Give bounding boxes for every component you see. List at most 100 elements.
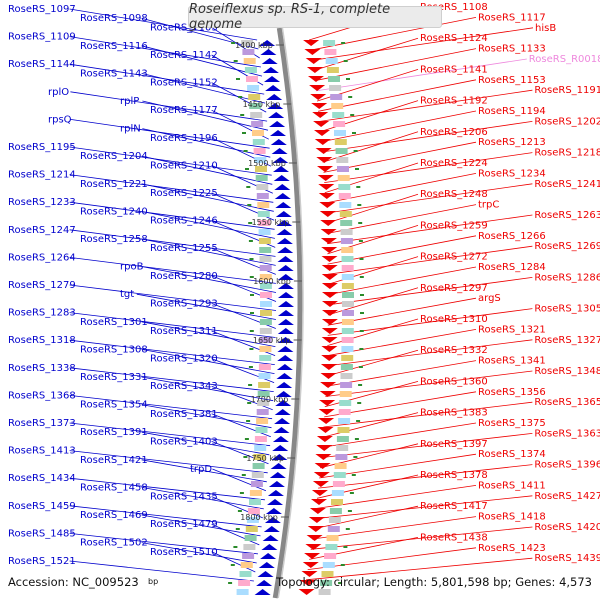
- left-gene-label: RoseRS_1485: [8, 528, 76, 539]
- feature-block: [258, 364, 271, 370]
- left-connector: [141, 431, 270, 456]
- right-gene-label: RoseRS_1269: [534, 241, 600, 252]
- left-connector: [141, 45, 263, 77]
- right-gene-label: RoseRS_1327: [534, 335, 600, 346]
- left-gene-label: RoseRS_1373: [8, 418, 76, 429]
- right-connector: [312, 516, 477, 540]
- right-gene-label: RoseRS_1332: [420, 345, 488, 356]
- forward-feature: [276, 364, 293, 370]
- reverse-feature: [311, 103, 328, 109]
- left-gene-label: RoseRS_1280: [150, 271, 218, 282]
- feature-block: [341, 256, 354, 262]
- reverse-feature: [298, 589, 315, 595]
- track-dash: [355, 168, 359, 170]
- track-dash: [247, 204, 252, 206]
- left-gene-label: RoseRS_1196: [150, 133, 218, 144]
- track-dash: [247, 402, 252, 404]
- forward-feature: [264, 517, 281, 523]
- left-gene-label: RoseRS_1343: [150, 381, 218, 392]
- track-dash: [358, 222, 363, 224]
- reverse-feature: [316, 157, 333, 163]
- feature-block: [241, 40, 254, 46]
- feature-block: [325, 544, 338, 550]
- forward-feature: [257, 571, 274, 577]
- left-gene-label: RoseRS_1421: [80, 455, 148, 466]
- left-connector: [69, 395, 273, 420]
- track-dash: [347, 510, 352, 512]
- left-connector: [141, 487, 264, 510]
- feature-block: [333, 121, 346, 127]
- track-dash: [243, 150, 248, 152]
- reverse-feature: [305, 58, 322, 64]
- reverse-feature: [300, 580, 317, 586]
- right-gene-label: RoseRS_1263: [534, 210, 600, 221]
- reverse-feature: [312, 481, 329, 487]
- feature-block: [341, 274, 354, 280]
- right-gene-label: RoseRS_1141: [420, 64, 488, 75]
- right-connector: [322, 412, 419, 438]
- right-connector: [324, 381, 419, 408]
- right-connector: [310, 526, 533, 550]
- feature-block: [257, 400, 270, 406]
- reverse-feature: [314, 139, 331, 145]
- reverse-feature: [321, 247, 338, 253]
- right-gene-label: RoseRS_1117: [478, 12, 546, 23]
- left-gene-label: RoseRS_1204: [80, 151, 148, 162]
- left-gene-label: RoseRS_1308: [80, 344, 148, 355]
- track-dash: [350, 114, 355, 116]
- reverse-feature: [321, 328, 338, 334]
- forward-feature: [267, 499, 283, 505]
- track-dash: [359, 276, 364, 278]
- right-connector: [307, 547, 477, 570]
- right-connector: [315, 58, 527, 92]
- feature-block: [323, 40, 336, 46]
- feature-block: [259, 355, 272, 361]
- right-connector: [314, 48, 477, 82]
- feature-block: [338, 409, 351, 415]
- right-connector: [313, 505, 419, 530]
- feature-block: [340, 229, 353, 235]
- right-gene-label: RoseRS_1108: [420, 2, 488, 13]
- feature-block: [259, 265, 272, 271]
- feature-block: [260, 301, 272, 307]
- reverse-feature: [320, 229, 337, 235]
- feature-block: [342, 310, 354, 316]
- forward-feature: [278, 292, 294, 298]
- feature-block: [341, 247, 354, 253]
- right-connector: [326, 339, 533, 367]
- track-dash: [243, 456, 248, 458]
- left-connector: [69, 450, 268, 474]
- reverse-feature: [317, 166, 333, 172]
- left-connector: [141, 211, 275, 239]
- left-gene-label: RoseRS_1247: [8, 225, 76, 236]
- right-connector: [326, 193, 419, 224]
- feature-block: [258, 373, 271, 379]
- left-gene-label: RoseRS_1510: [150, 547, 218, 558]
- track-dash: [241, 474, 246, 476]
- track-dash: [359, 258, 364, 260]
- feature-block: [260, 292, 272, 298]
- left-gene-label: trpD: [190, 464, 212, 475]
- left-gene-label: RoseRS_1479: [150, 519, 218, 530]
- left-connector: [69, 146, 272, 176]
- feature-block: [337, 427, 350, 433]
- right-gene-label: trpC: [478, 200, 499, 211]
- right-connector: [323, 401, 533, 428]
- track-dash: [230, 564, 235, 566]
- feature-block: [324, 49, 337, 55]
- left-gene-label: RoseRS_1368: [8, 390, 76, 401]
- left-connector: [141, 542, 257, 564]
- forward-feature: [277, 265, 294, 271]
- feature-block: [247, 508, 260, 514]
- feature-block: [322, 562, 335, 568]
- forward-feature: [276, 238, 293, 244]
- feature-block: [331, 103, 344, 109]
- feature-block: [326, 535, 339, 541]
- feature-block: [243, 58, 256, 64]
- feature-block: [236, 589, 249, 595]
- left-gene-label: RoseRS_1502: [80, 538, 148, 549]
- right-gene-label: RoseRS_1363: [534, 428, 600, 439]
- feature-block: [257, 202, 270, 208]
- right-connector: [314, 495, 533, 520]
- feature-block: [259, 247, 272, 253]
